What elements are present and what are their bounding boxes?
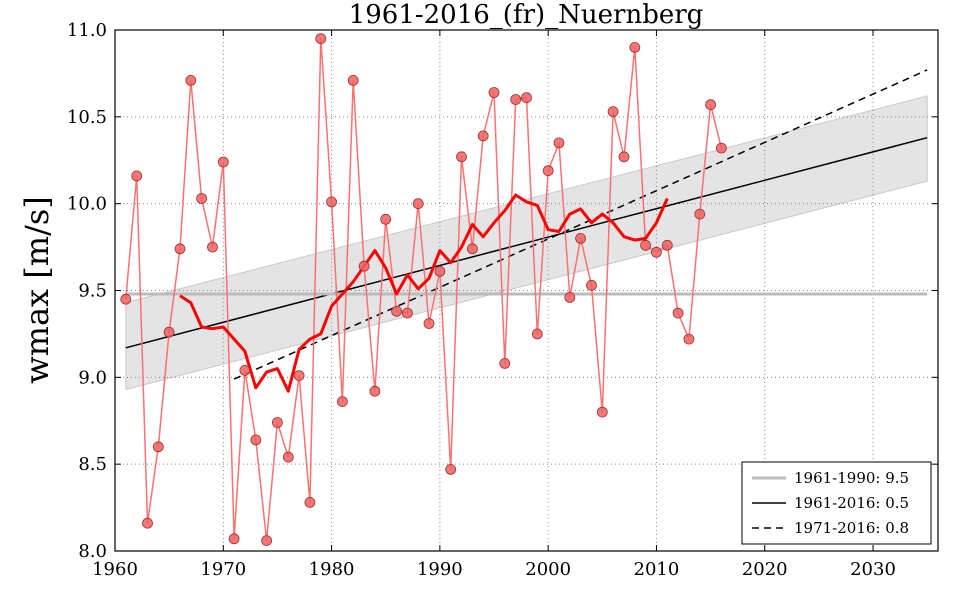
data-point	[163, 326, 175, 338]
x-tick-label: 2030	[850, 559, 896, 580]
x-tick-label: 1980	[309, 559, 355, 580]
data-point	[152, 441, 164, 453]
data-point	[347, 75, 359, 86]
point-layer	[120, 33, 727, 546]
line-layer	[125, 37, 928, 542]
y-tick-label: 8.0	[78, 541, 107, 562]
x-tick-label: 1970	[200, 559, 246, 580]
x-tick-label: 2000	[525, 559, 571, 580]
data-point	[326, 196, 338, 208]
data-point	[261, 535, 273, 546]
legend-label: 1961-1990: 9.5	[794, 469, 909, 487]
data-point	[564, 291, 576, 303]
y-tick-label: 8.5	[78, 454, 107, 475]
x-tick-label: 2020	[742, 559, 788, 580]
data-point	[651, 246, 662, 258]
data-point	[271, 417, 283, 428]
y-tick-label: 9.5	[78, 281, 107, 302]
data-point	[207, 241, 218, 253]
data-point	[217, 156, 229, 168]
data-point	[282, 451, 294, 463]
data-point	[380, 213, 392, 225]
data-point	[586, 279, 597, 291]
data-point	[716, 142, 727, 154]
data-point	[661, 239, 673, 251]
data-point	[391, 305, 403, 317]
data-point	[315, 33, 327, 45]
data-point	[456, 151, 467, 163]
data-point	[196, 193, 208, 204]
x-tick-label: 1990	[417, 559, 463, 580]
data-point	[596, 406, 608, 418]
chart-title: 1961-2016_(fr)_Nuernberg	[349, 0, 704, 30]
y-tick-label: 10.5	[67, 107, 107, 128]
data-point	[510, 94, 522, 105]
data-point	[142, 517, 153, 529]
data-point	[304, 496, 316, 508]
data-point	[228, 533, 240, 545]
data-point	[369, 385, 381, 397]
data-point	[423, 318, 435, 329]
data-point	[358, 260, 370, 272]
data-point	[174, 243, 186, 255]
data-point	[466, 243, 478, 255]
axis-layer: 1960 1970 1980 1990 2000 2010 2020 2030 8.0 8.5 9.…	[67, 20, 939, 580]
y-tick-label: 10.0	[67, 194, 107, 215]
data-point	[434, 265, 446, 277]
trend-line-0	[125, 136, 928, 349]
data-point	[683, 333, 695, 345]
x-tick-label: 2010	[634, 559, 680, 580]
data-point	[131, 170, 143, 182]
data-point	[629, 42, 641, 53]
y-tick-label: 9.0	[78, 367, 107, 388]
data-point	[412, 198, 424, 210]
running-mean-line	[179, 193, 669, 393]
data-point	[445, 463, 457, 475]
data-point	[553, 137, 565, 149]
data-point	[293, 370, 305, 382]
data-point	[336, 396, 348, 408]
y-tick-label: 11.0	[67, 20, 107, 41]
legend-label: 1961-2016: 0.5	[794, 494, 909, 512]
data-point	[575, 232, 586, 244]
data-point	[120, 293, 132, 305]
x-tick-label: 1960	[92, 559, 138, 580]
y-axis-label: wmax [m/s]	[18, 196, 56, 384]
data-point	[705, 99, 716, 111]
legend-label: 1971-2016: 0.8	[794, 519, 909, 537]
data-point	[521, 92, 532, 104]
data-point	[239, 364, 251, 376]
trend-line-1	[233, 69, 928, 380]
data-point	[640, 239, 651, 251]
data-point	[185, 75, 197, 86]
data-point	[672, 307, 684, 319]
data-point	[250, 434, 262, 446]
data-point	[401, 307, 413, 319]
data-point	[618, 151, 630, 163]
data-point	[694, 208, 706, 220]
data-point	[531, 328, 543, 340]
data-point	[477, 130, 489, 142]
data-point	[488, 87, 500, 98]
legend: 1961-1990: 9.5 1961-2016: 0.5 1971-2016: 0…	[741, 461, 932, 545]
data-point	[607, 106, 619, 117]
data-point	[499, 357, 511, 369]
data-point	[542, 165, 554, 177]
annual-series-line	[125, 37, 723, 542]
